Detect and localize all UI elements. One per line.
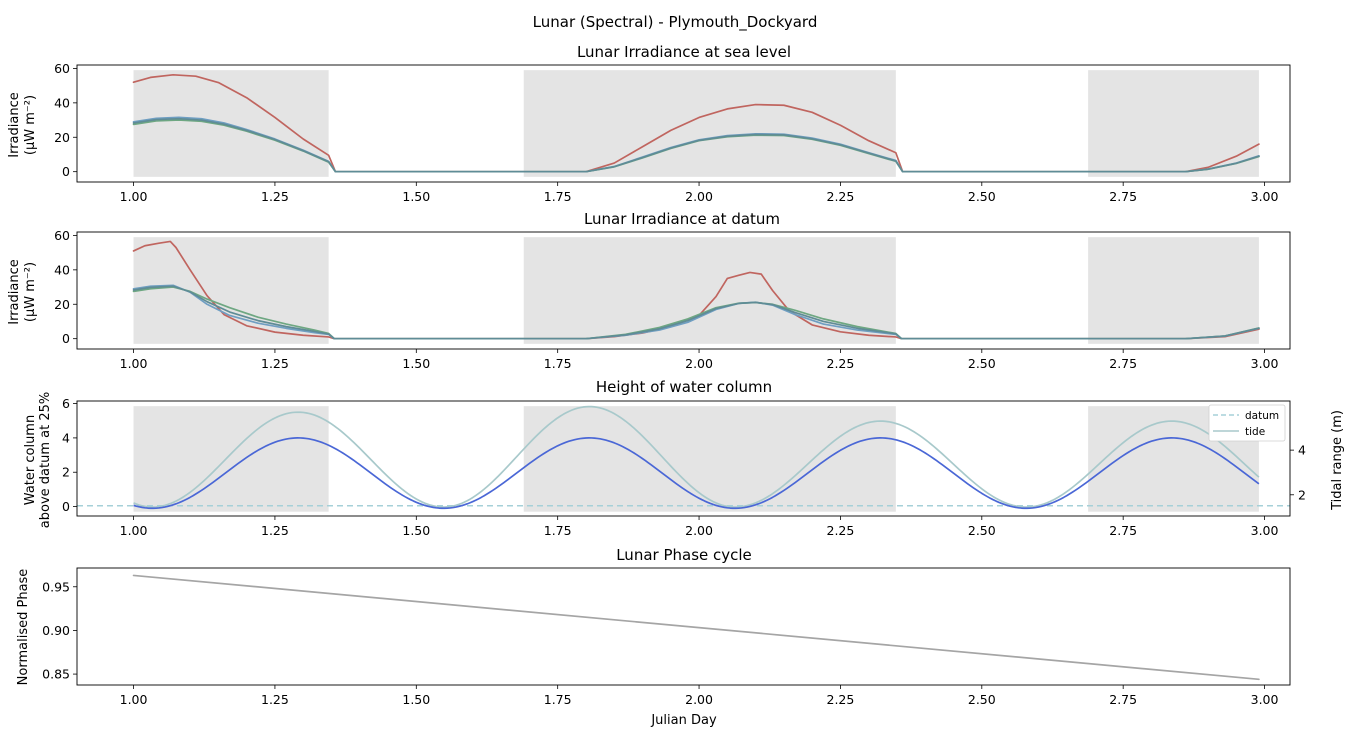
plot-area: 1.00 1.25 1.50 1.75 2.00 2.25 2.50 2.75 3.00 0.85… (42, 567, 1291, 707)
night-shading (133, 237, 329, 344)
x-tick-label: 2.50 (968, 692, 996, 707)
x-tick-label: 2.50 (968, 189, 996, 204)
y2-axis-label: Tidal range (m) (1330, 410, 1345, 511)
tide-height-line (133, 437, 1260, 510)
plot-area: 1.00 1.25 1.50 1.75 2.00 2.25 2.50 2.75 3.00 0 20 4… (54, 61, 1291, 204)
legend-datum-label: datum (1245, 410, 1279, 422)
series-line-blue (132, 284, 1260, 340)
night-shading (1088, 70, 1259, 177)
x-tick-label: 1.75 (544, 523, 572, 538)
y-tick-label: 0.85 (42, 667, 70, 682)
panel-datum: Lunar Irradiance at datum 1.00 1.25 1.50 1.… (7, 210, 1291, 371)
panel-lunar-phase: Lunar Phase cycle 1.00 1.25 1.50 1.75 2.00 2.… (16, 546, 1291, 728)
x-tick-label: 1.50 (402, 523, 430, 538)
x-tick-label: 1.75 (544, 692, 572, 707)
x-tick-label: 2.25 (827, 523, 855, 538)
night-shading (133, 70, 329, 177)
figure-title: Lunar (Spectral) - Plymouth_Dockyard (533, 13, 818, 32)
x-tick-label: 1.75 (544, 356, 572, 371)
y-tick-label: 0.95 (42, 579, 70, 594)
x-tick-label: 1.75 (544, 189, 572, 204)
x-tick-label: 2.00 (685, 523, 713, 538)
y-tick-label: 40 (54, 262, 70, 277)
x-tick-label: 2.00 (685, 189, 713, 204)
series-line-teal (132, 117, 1260, 173)
x-tick-label: 1.00 (120, 523, 148, 538)
axes-frame (76, 400, 1291, 517)
x-axis-label: Julian Day (650, 713, 717, 728)
x-tick-label: 2.75 (1109, 189, 1137, 204)
night-shading (133, 406, 329, 512)
y-tick-label: 0 (62, 164, 70, 179)
x-tick-label: 2.50 (968, 523, 996, 538)
y-tick-label: 2 (62, 465, 70, 480)
series-line-red (132, 73, 1260, 173)
x-tick-label: 2.25 (827, 189, 855, 204)
y-axis-label-line2: above datum at 25% (38, 392, 53, 528)
y-tick-label: 20 (54, 130, 70, 145)
y-tick-label: 20 (54, 297, 70, 312)
y-axis-label: Water column (23, 415, 38, 505)
legend: datum tide (1208, 404, 1286, 442)
x-tick-label: 1.25 (261, 523, 289, 538)
series-line-teal (132, 285, 1260, 340)
x-tick-label: 1.00 (120, 356, 148, 371)
series-line-phase (132, 574, 1260, 681)
panel-title: Lunar Irradiance at sea level (577, 43, 791, 61)
y-axis-label: Irradiance (7, 92, 22, 157)
y-tick-label: 0 (62, 499, 70, 514)
y-tick-label: 60 (54, 228, 70, 243)
x-tick-label: 3.00 (1251, 523, 1279, 538)
x-tick-label: 3.00 (1251, 356, 1279, 371)
x-tick-label: 2.50 (968, 356, 996, 371)
x-tick-label: 1.00 (120, 692, 148, 707)
legend-frame (1208, 404, 1286, 442)
x-tick-label: 2.00 (685, 356, 713, 371)
plot-area: 1.00 1.25 1.50 1.75 2.00 2.25 2.50 2.75 3.00 0 2 4 6… (62, 396, 1306, 538)
y-axis-label: Normalised Phase (16, 569, 31, 686)
y-axis-unit: (μW m⁻²) (23, 262, 38, 322)
x-tick-label: 1.25 (261, 692, 289, 707)
legend-tide-label: tide (1245, 426, 1265, 438)
y-axis-unit: (μW m⁻²) (23, 95, 38, 155)
x-tick-label: 1.50 (402, 692, 430, 707)
y-tick-label: 6 (62, 396, 70, 411)
x-tick-label: 1.25 (261, 356, 289, 371)
night-shading (523, 70, 896, 177)
x-tick-label: 1.50 (402, 356, 430, 371)
panel-title: Lunar Irradiance at datum (584, 210, 780, 228)
y2-tick-label: 2 (1298, 487, 1306, 502)
x-tick-label: 2.00 (685, 692, 713, 707)
panel-title: Height of water column (596, 378, 772, 396)
y2-tick-label: 4 (1298, 443, 1306, 458)
axes-frame (76, 231, 1291, 350)
panel-water-column: Height of water column 1.00 1.25 1.50 1.75 2… (23, 378, 1345, 538)
x-tick-label: 1.25 (261, 189, 289, 204)
y-axis-label: Irradiance (7, 259, 22, 324)
y-tick-label: 40 (54, 95, 70, 110)
x-tick-label: 2.75 (1109, 523, 1137, 538)
y-tick-label: 0.90 (42, 623, 70, 638)
night-shading (1088, 237, 1259, 344)
plot-area: 1.00 1.25 1.50 1.75 2.00 2.25 2.50 2.75 3.00 0 20 4… (54, 228, 1291, 371)
x-tick-label: 2.25 (827, 692, 855, 707)
x-tick-label: 3.00 (1251, 692, 1279, 707)
tidal-range-line (133, 405, 1260, 508)
panel-title: Lunar Phase cycle (616, 546, 752, 564)
y-tick-label: 60 (54, 61, 70, 76)
x-tick-label: 3.00 (1251, 189, 1279, 204)
x-tick-label: 2.75 (1109, 692, 1137, 707)
axes-frame (76, 64, 1291, 183)
panel-sea-level: Lunar Irradiance at sea level 1.00 1.25 1.… (7, 43, 1291, 204)
axes-frame (76, 567, 1291, 686)
x-tick-label: 1.00 (120, 189, 148, 204)
y-tick-label: 4 (62, 430, 70, 445)
x-tick-label: 1.50 (402, 189, 430, 204)
y-tick-label: 0 (62, 331, 70, 346)
night-shading (523, 406, 896, 512)
x-tick-label: 2.75 (1109, 356, 1137, 371)
x-tick-label: 2.25 (827, 356, 855, 371)
